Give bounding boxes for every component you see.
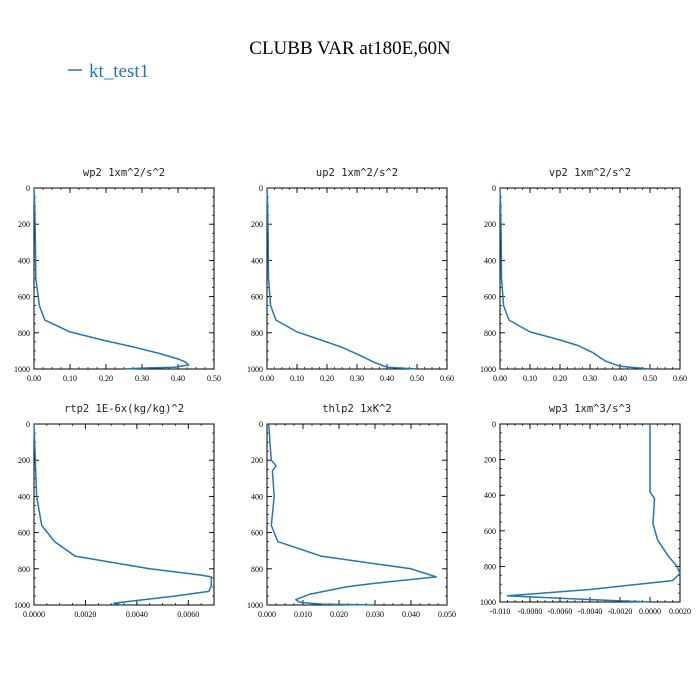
y-tick-label: 400 — [18, 256, 30, 265]
x-tick-label: 0.20 — [553, 374, 567, 383]
legend: kt_test1 — [68, 61, 149, 82]
plot-frame-vp2 — [499, 187, 681, 370]
x-tick-label: -0.0060 — [548, 607, 573, 616]
series-line-wp2 — [33, 187, 190, 370]
y-tick-label: 1000 — [247, 365, 263, 374]
y-tick-label: 400 — [484, 256, 496, 265]
x-tick-label: 0.50 — [410, 374, 424, 383]
x-tick-label: 0.60 — [440, 374, 454, 383]
x-tick-label: 0.0060 — [177, 610, 199, 619]
y-tick-label: 200 — [18, 456, 30, 465]
y-tick-label: 400 — [251, 256, 263, 265]
x-tick-label: 0.10 — [63, 374, 77, 383]
y-tick-label: 1000 — [480, 365, 496, 374]
y-tick-label: 1000 — [14, 601, 30, 610]
plot-frame-rtp2 — [33, 423, 215, 606]
y-tick-label: 1000 — [480, 598, 496, 607]
x-tick-label: 0.0020 — [669, 607, 691, 616]
x-tick-label: 0.10 — [523, 374, 537, 383]
x-tick-label: 0.60 — [673, 374, 687, 383]
y-tick-label: 200 — [18, 220, 30, 229]
x-tick-label: -0.0040 — [578, 607, 603, 616]
y-tick-label: 800 — [251, 329, 263, 338]
x-tick-label: 0.40 — [613, 374, 627, 383]
y-tick-label: 600 — [251, 529, 263, 538]
plot-frame-wp2 — [33, 187, 215, 370]
y-tick-label: 1000 — [247, 601, 263, 610]
y-tick-label: 600 — [18, 293, 30, 302]
x-tick-label: 0.0000 — [639, 607, 661, 616]
panel-up2: up2 1xm^2/s^2 0.00 0.10 0.20 0.30 0.40 0.50 0.6… — [247, 167, 454, 383]
x-tick-label: 0.30 — [135, 374, 149, 383]
plot-frame-up2 — [266, 187, 448, 370]
panel-title-wp3: wp3 1xm^3/s^3 — [549, 403, 631, 415]
y-tick-label: 200 — [251, 456, 263, 465]
y-tick-label: 0 — [26, 420, 30, 429]
panel-rtp2: rtp2 1E-6x(kg/kg)^2 0.0000 0.0020 0.0040 0.0… — [14, 403, 215, 619]
x-tick-label: -0.010 — [490, 607, 511, 616]
y-tick-label: 800 — [18, 329, 30, 338]
x-tick-label: 0.030 — [366, 610, 384, 619]
x-tick-label: 0.40 — [171, 374, 185, 383]
x-tick-label: 0.50 — [643, 374, 657, 383]
y-tick-label: 200 — [251, 220, 263, 229]
x-tick-label: 0.50 — [207, 374, 221, 383]
series-line-wp3 — [506, 424, 681, 603]
panel-title-up2: up2 1xm^2/s^2 — [316, 167, 398, 179]
figure-title: CLUBB VAR at180E,60N — [249, 38, 451, 59]
x-tick-label: 0.10 — [290, 374, 304, 383]
x-tick-label: 0.00 — [493, 374, 507, 383]
x-tick-label: 0.0000 — [23, 610, 45, 619]
x-tick-label: 0.0020 — [74, 610, 96, 619]
y-tick-label: 400 — [484, 491, 496, 500]
y-tick-label: 200 — [484, 220, 496, 229]
panel-wp2: wp2 1xm^2/s^2 0.00 0.10 0.20 0.30 0.40 0.50 0 20… — [14, 167, 221, 383]
legend-label: kt_test1 — [89, 61, 149, 82]
y-tick-label: 0 — [259, 184, 263, 193]
series-line-rtp2 — [33, 423, 213, 606]
y-tick-label: 400 — [18, 492, 30, 501]
y-tick-label: 800 — [18, 565, 30, 574]
y-tick-label: 600 — [251, 293, 263, 302]
x-tick-label: 0.050 — [438, 610, 456, 619]
y-tick-label: 0 — [26, 184, 30, 193]
y-tick-label: 0 — [259, 420, 263, 429]
y-tick-label: 400 — [251, 492, 263, 501]
series-line-vp2 — [499, 187, 651, 370]
panel-vp2: vp2 1xm^2/s^2 0.00 0.10 0.20 0.30 0.40 0.50 0.6… — [480, 167, 687, 383]
y-tick-label: 0 — [492, 420, 496, 429]
x-tick-label: 0.20 — [99, 374, 113, 383]
x-tick-label: 0.010 — [294, 610, 312, 619]
x-tick-label: 0.040 — [402, 610, 420, 619]
x-tick-label: 0.020 — [330, 610, 348, 619]
y-tick-label: 600 — [484, 293, 496, 302]
x-tick-label: -0.0080 — [518, 607, 543, 616]
panel-thlp2: thlp2 1xK^2 0.000 0.010 0.020 0.030 0.040 0.05… — [247, 403, 456, 619]
series-line-up2 — [266, 187, 418, 370]
x-tick-label: 0.30 — [350, 374, 364, 383]
panel-wp3: wp3 1xm^3/s^3 -0.010 -0.0080 -0.0060 -0.0040… — [480, 403, 691, 616]
panel-title-vp2: vp2 1xm^2/s^2 — [549, 167, 631, 179]
x-tick-label: 0.00 — [260, 374, 274, 383]
x-tick-label: 0.20 — [320, 374, 334, 383]
series-line-thlp2 — [268, 423, 437, 606]
y-tick-label: 800 — [251, 565, 263, 574]
x-tick-label: 0.0040 — [126, 610, 148, 619]
y-tick-label: 0 — [492, 184, 496, 193]
panel-title-wp2: wp2 1xm^2/s^2 — [83, 167, 165, 179]
x-tick-label: 0.40 — [380, 374, 394, 383]
x-tick-label: 0.000 — [258, 610, 276, 619]
x-tick-label: 0.30 — [583, 374, 597, 383]
y-tick-label: 200 — [484, 456, 496, 465]
x-tick-label: -0.0020 — [608, 607, 633, 616]
x-tick-label: 0.00 — [27, 374, 41, 383]
y-tick-label: 600 — [18, 529, 30, 538]
y-tick-label: 600 — [484, 527, 496, 536]
panel-title-thlp2: thlp2 1xK^2 — [322, 403, 392, 415]
y-tick-label: 800 — [484, 329, 496, 338]
y-tick-label: 800 — [484, 562, 496, 571]
y-tick-label: 1000 — [14, 365, 30, 374]
panel-title-rtp2: rtp2 1E-6x(kg/kg)^2 — [64, 403, 184, 415]
